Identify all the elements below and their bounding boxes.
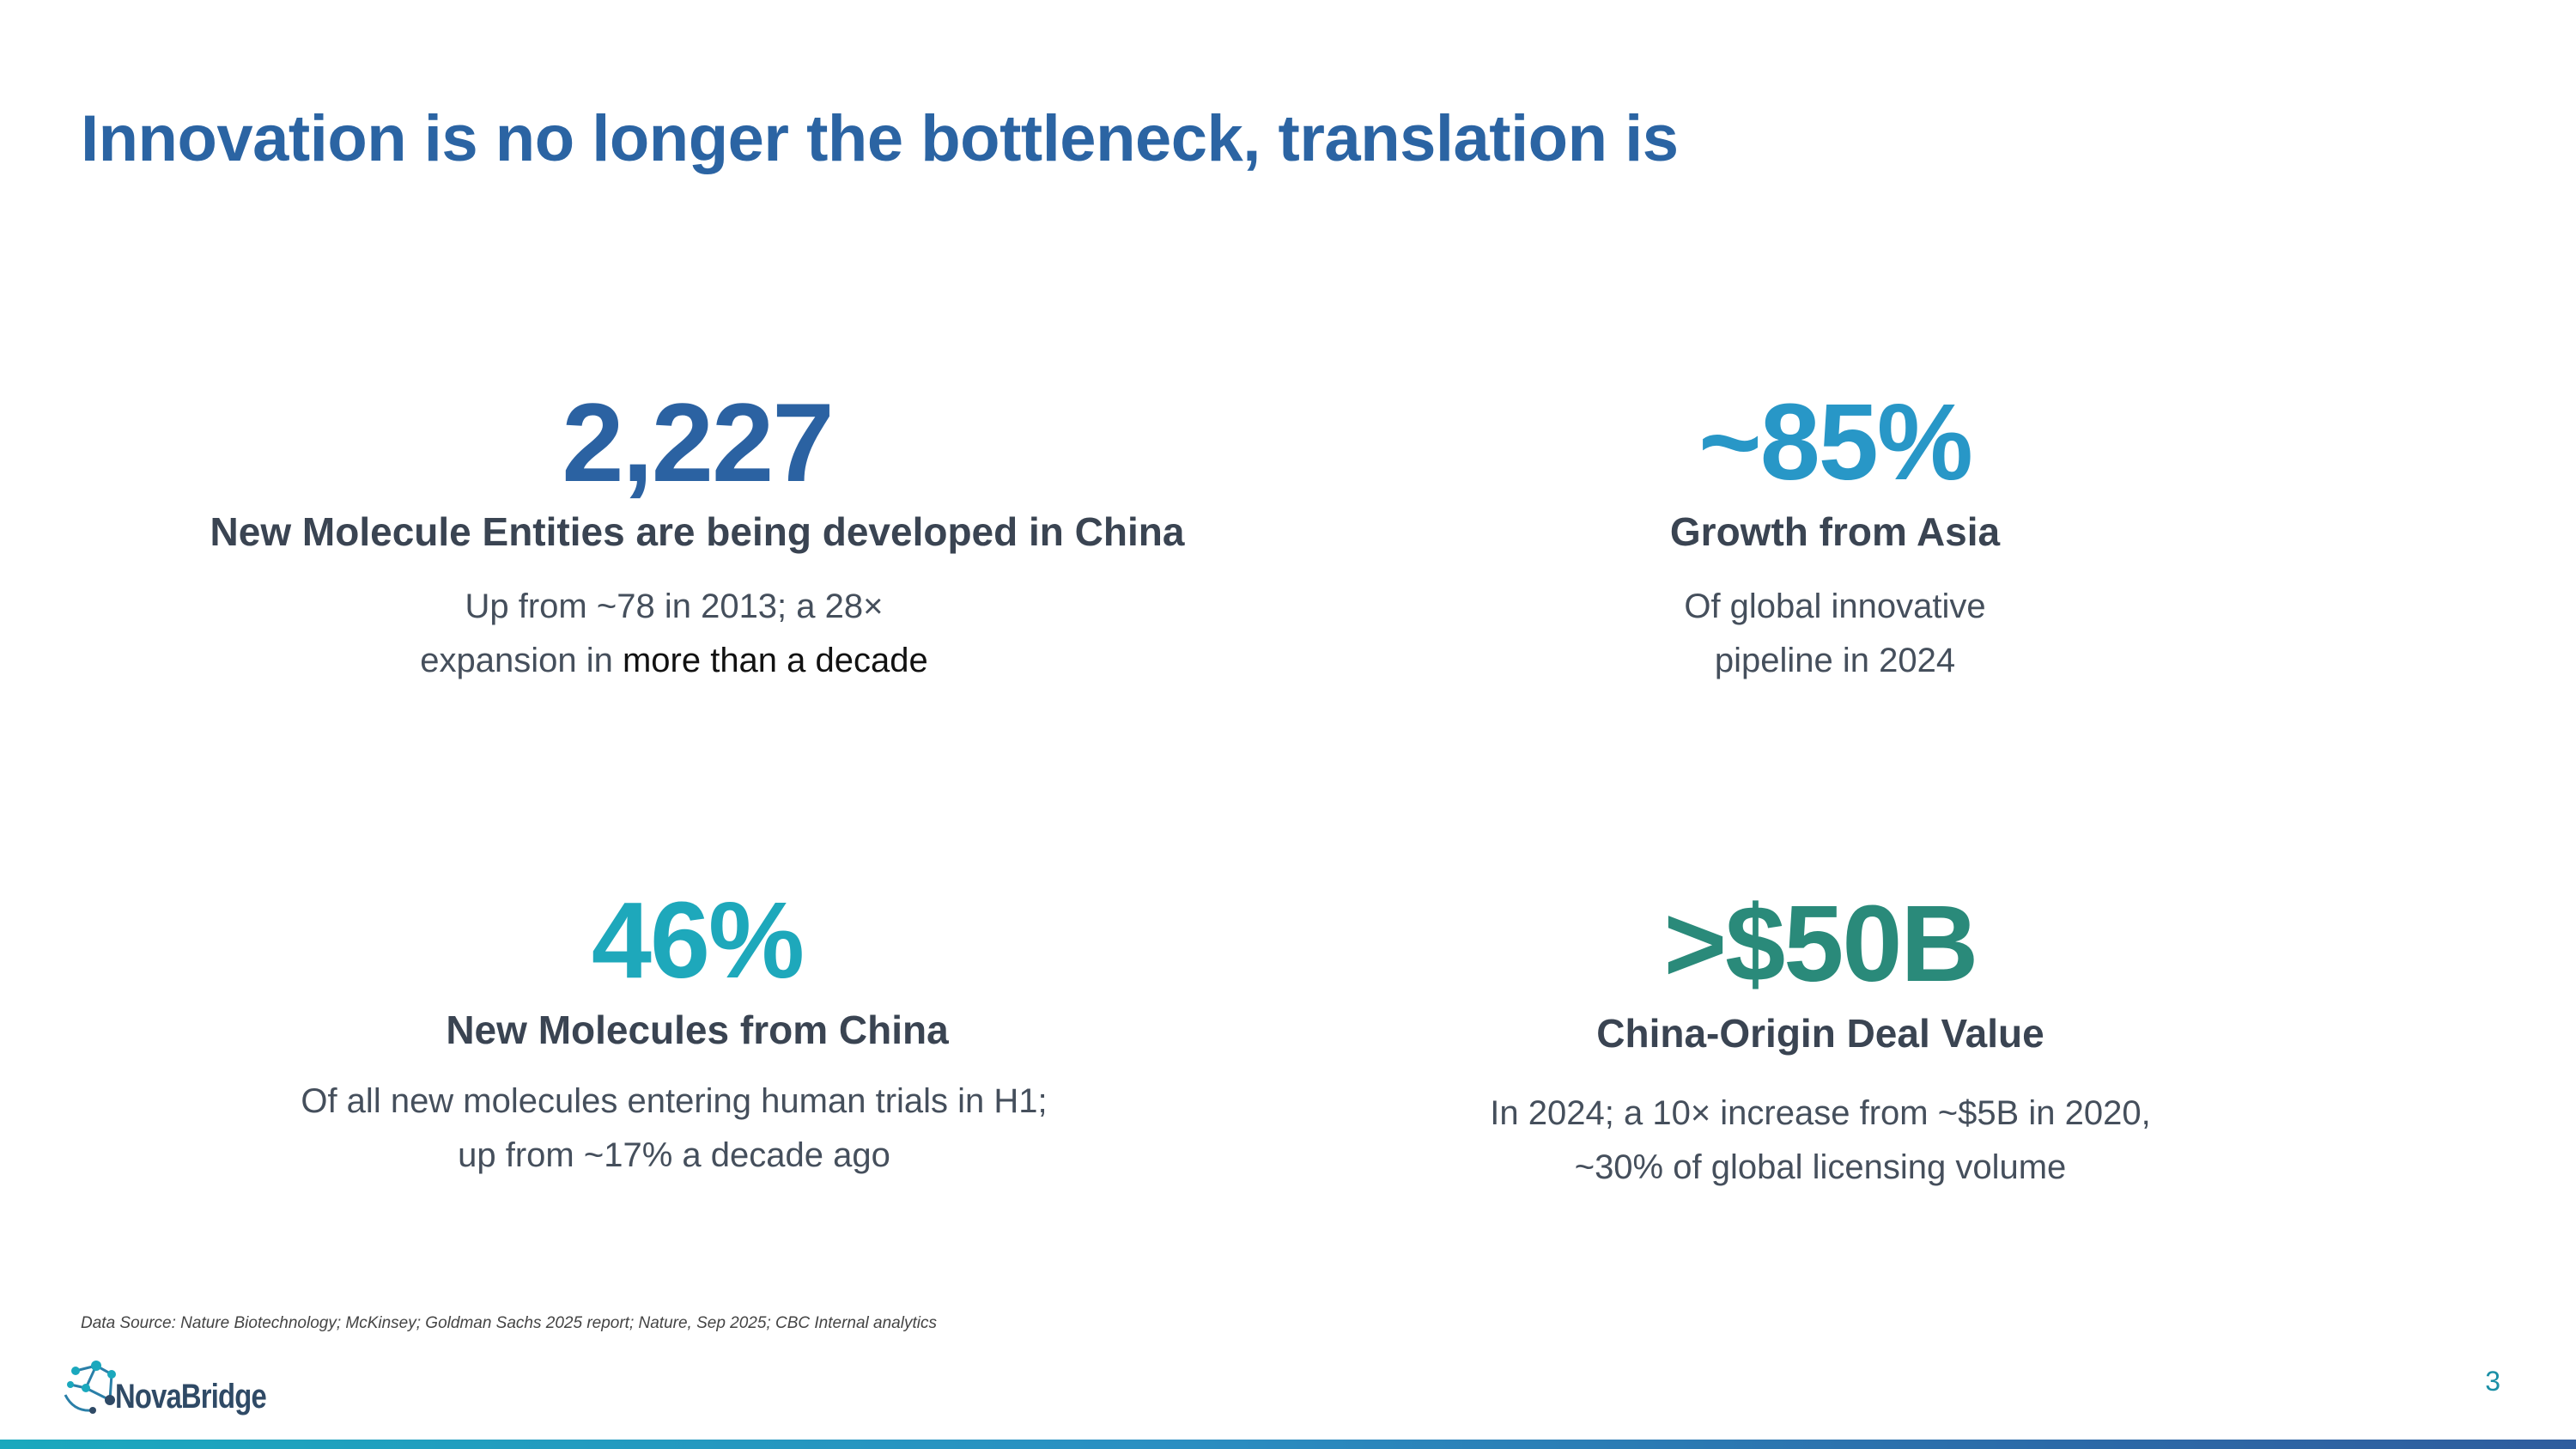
- bottom-accent-bar: [0, 1440, 2576, 1449]
- stat-new-molecule-entities: 2,227 New Molecule Entities are being de…: [172, 387, 1223, 688]
- stat-description-line-2: expansion in more than a decade: [172, 634, 1176, 688]
- slide-title: Innovation is no longer the bottleneck, …: [81, 102, 1679, 175]
- stat-description-line-1: Of global innovative: [1684, 588, 1986, 626]
- page-number: 3: [2485, 1366, 2500, 1397]
- stat-value: ~85%: [1698, 381, 1973, 502]
- data-source-note: Data Source: Nature Biotechnology; McKin…: [81, 1314, 937, 1332]
- stat-heading: New Molecule Entities are being develope…: [210, 509, 1185, 554]
- stat-description-emphasis: more than a decade: [622, 642, 928, 680]
- stat-china-origin-deal-value: >$50B China-Origin Deal Value In 2024; a…: [1391, 890, 2250, 1195]
- stat-description-line-2: ~30% of global licensing volume: [1574, 1148, 2067, 1187]
- stat-value: 46%: [591, 880, 805, 1001]
- novabridge-logo-text: NovaBridge: [115, 1378, 267, 1416]
- stat-description-line-1: In 2024; a 10× increase from ~$5B in 202…: [1490, 1094, 2151, 1133]
- stat-heading: China-Origin Deal Value: [1596, 1011, 2044, 1056]
- stat-new-molecules-from-china: 46% New Molecules from China Of all new …: [172, 886, 1223, 1183]
- stat-description-line-2: up from ~17% a decade ago: [458, 1136, 890, 1175]
- stat-value: >$50B: [1663, 883, 1979, 1004]
- stat-description-text: expansion in: [420, 642, 623, 680]
- stat-description: In 2024; a 10× increase from ~$5B in 202…: [1391, 1087, 2250, 1195]
- stat-heading: New Molecules from China: [446, 1008, 949, 1052]
- stat-description-line-1: Up from ~78 in 2013; a 28×: [465, 588, 884, 626]
- stat-description-line-1: Of all new molecules entering human tria…: [301, 1082, 1048, 1121]
- stat-description: Of all new molecules entering human tria…: [172, 1075, 1176, 1183]
- stat-description-line-2: pipeline in 2024: [1714, 642, 1956, 680]
- stat-heading: Growth from Asia: [1669, 509, 2001, 554]
- stat-growth-from-asia: ~85% Growth from Asia Of global innovati…: [1391, 388, 2279, 688]
- stat-description: Up from ~78 in 2013; a 28× expansion in …: [172, 580, 1176, 688]
- stat-value: 2,227: [562, 380, 834, 505]
- novabridge-logo-icon: [64, 1361, 116, 1414]
- stat-description: Of global innovative pipeline in 2024: [1391, 580, 2279, 688]
